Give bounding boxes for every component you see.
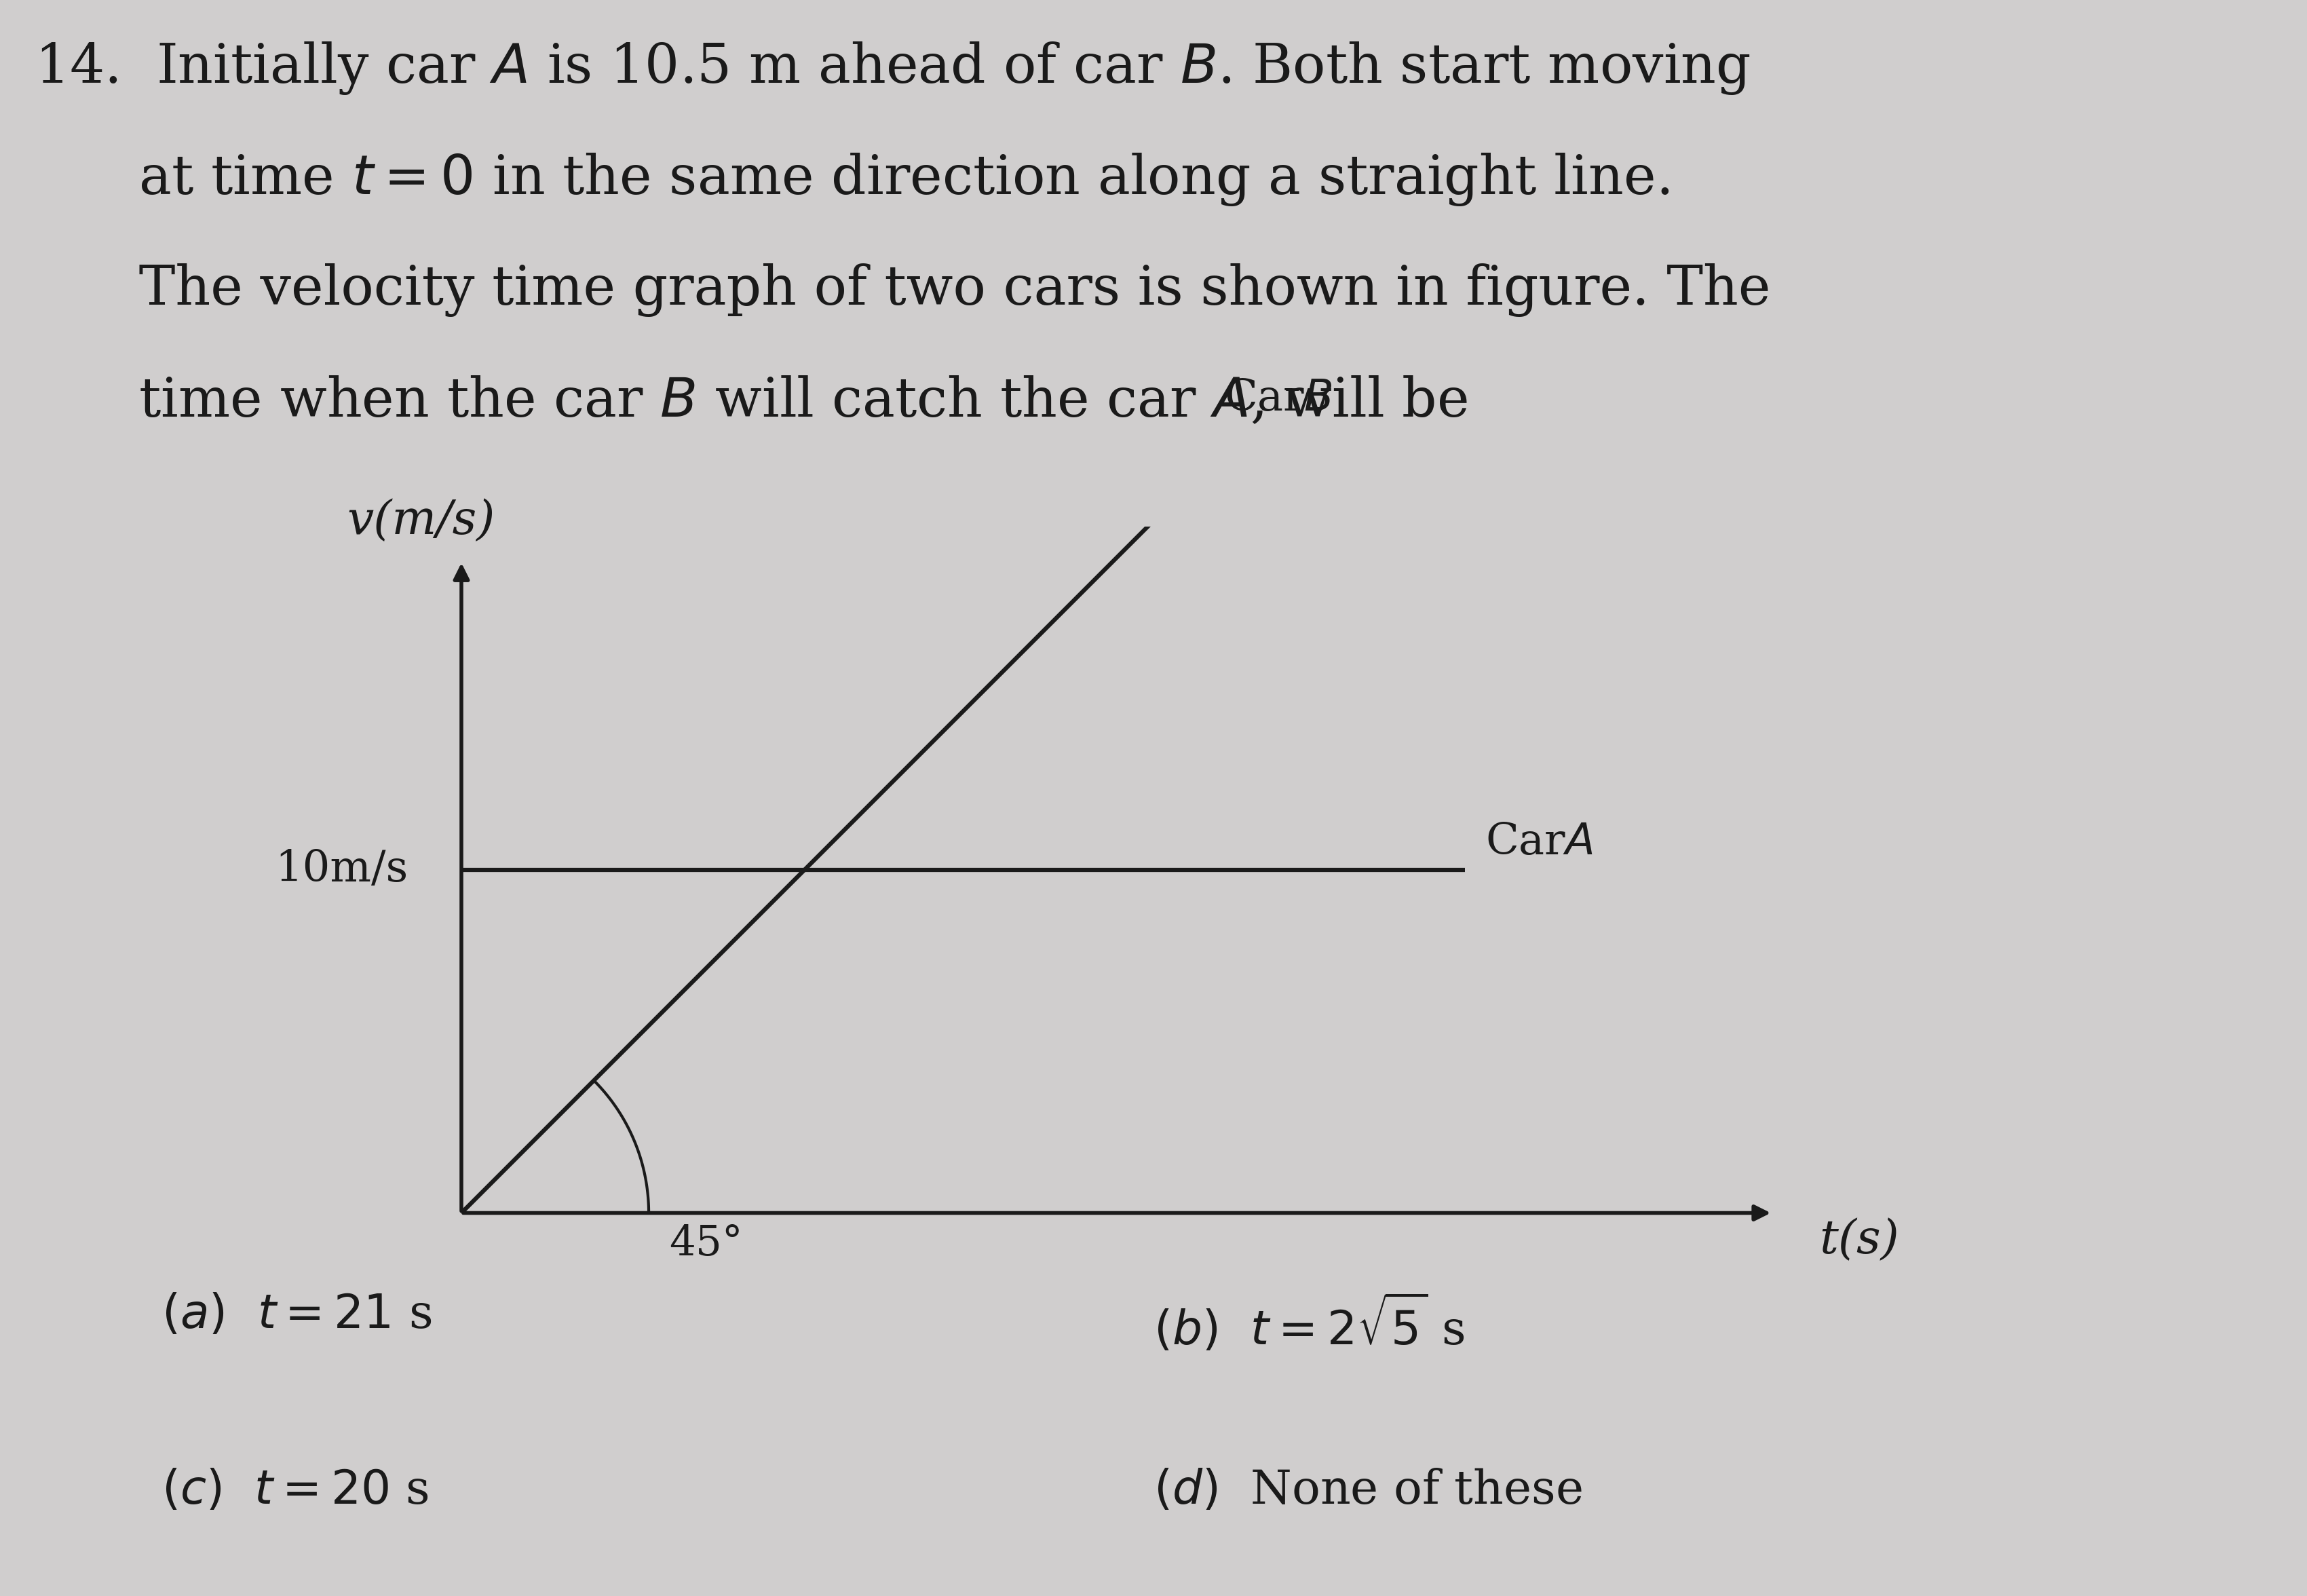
Text: 14.  Initially car $A$ is 10.5 m ahead of car $B$. Both start moving: 14. Initially car $A$ is 10.5 m ahead of… [35, 40, 1751, 96]
Text: $(c)$  $t = 20$ s: $(c)$ $t = 20$ s [161, 1468, 429, 1513]
Text: $(b)$  $t = 2\sqrt{5}$ s: $(b)$ $t = 2\sqrt{5}$ s [1154, 1293, 1465, 1355]
Text: at time $t = 0$ in the same direction along a straight line.: at time $t = 0$ in the same direction al… [35, 152, 1670, 207]
Text: Car$B$: Car$B$ [1225, 378, 1331, 420]
Text: The velocity time graph of two cars is shown in figure. The: The velocity time graph of two cars is s… [35, 263, 1772, 318]
Text: Car$A$: Car$A$ [1486, 822, 1592, 863]
Text: v(m/s): v(m/s) [346, 498, 496, 544]
Text: t(s): t(s) [1820, 1218, 1899, 1262]
Text: 10m/s: 10m/s [275, 849, 408, 891]
Text: $(d)$  None of these: $(d)$ None of these [1154, 1468, 1583, 1513]
Text: $(a)$  $t = 21$ s: $(a)$ $t = 21$ s [161, 1293, 431, 1337]
Text: time when the car $B$ will catch the car $A$, will be: time when the car $B$ will catch the car… [35, 375, 1467, 428]
Text: 45°: 45° [669, 1224, 743, 1264]
